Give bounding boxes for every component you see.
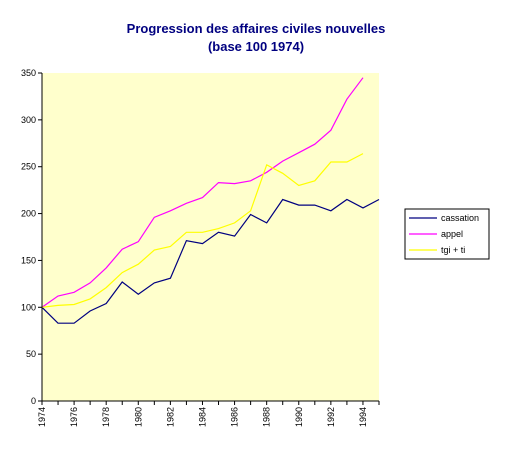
series-line-1 [41, 77, 364, 308]
legend-label: tgi + ti [441, 245, 465, 255]
x-tick-label: 1976 [69, 407, 79, 427]
plot-area [42, 73, 379, 401]
x-tick-label: 1990 [294, 407, 304, 427]
series-line-2 [41, 153, 364, 308]
y-tick-label: 100 [21, 302, 36, 312]
y-tick-label: 200 [21, 209, 36, 219]
y-tick-label: 250 [21, 162, 36, 172]
x-tick-label: 1988 [262, 407, 272, 427]
x-tick-label: 1982 [165, 407, 175, 427]
y-tick-label: 50 [26, 349, 36, 359]
x-tick-label: 1994 [358, 407, 368, 427]
x-tick-label: 1980 [133, 407, 143, 427]
y-tick-label: 300 [21, 115, 36, 125]
y-tick-label: 350 [21, 68, 36, 78]
y-tick-label: 0 [31, 396, 36, 406]
legend-label: cassation [441, 213, 479, 223]
chart-subtitle: (base 100 1974) [207, 39, 305, 54]
y-tick-label: 150 [21, 255, 36, 265]
legend-label: appel [441, 229, 463, 239]
x-tick-label: 1984 [198, 407, 208, 427]
x-tick-label: 1974 [37, 407, 47, 427]
x-tick-label: 1992 [326, 407, 336, 427]
x-tick-label: 1986 [230, 407, 240, 427]
x-tick-label: 1978 [101, 407, 111, 427]
chart-title: Progression des affaires civiles nouvell… [126, 21, 386, 36]
legend: cassation appel tgi + ti [404, 208, 490, 260]
series-line-0 [41, 198, 380, 324]
